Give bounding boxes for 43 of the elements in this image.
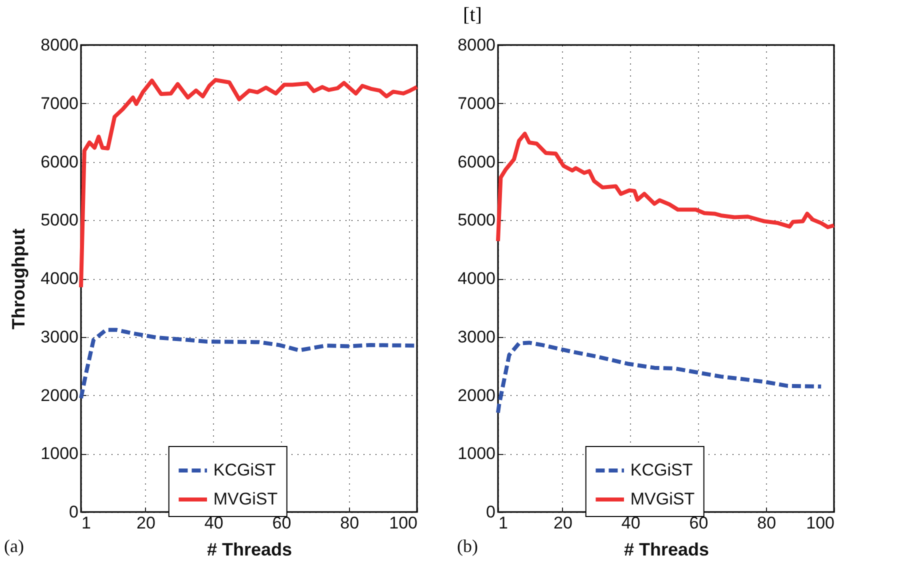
legend-label: KCGiST <box>630 460 693 480</box>
y-tick-label: 4000 <box>458 269 496 288</box>
y-tick-label: 0 <box>69 502 78 522</box>
line-series <box>496 340 824 415</box>
x-tick-label: 1 <box>82 514 91 532</box>
y-tick-label: 5000 <box>40 210 78 230</box>
x-tick-label: 40 <box>621 514 640 532</box>
y-tick-label: 6000 <box>458 152 496 172</box>
y-tick-label: 8000 <box>40 36 78 54</box>
text: (b) <box>457 536 478 557</box>
x-tick-label: 80 <box>340 514 360 532</box>
text: [t] <box>463 4 482 26</box>
y-tick-label: 3000 <box>458 327 496 346</box>
legend-label: MVGiST <box>630 490 695 508</box>
y-tick-label: 6000 <box>40 152 78 172</box>
line-series <box>79 78 419 290</box>
x-tick-label: 20 <box>554 514 572 532</box>
x-tick-label: 60 <box>272 514 292 532</box>
x-tick-label: 40 <box>204 514 224 532</box>
x-axis-title: # Threads <box>624 540 710 560</box>
y-tick-label: 3000 <box>40 327 78 346</box>
x-tick-label: 1 <box>498 514 508 532</box>
x-tick-label: 80 <box>757 514 776 532</box>
y-tick-label: 2000 <box>40 386 78 405</box>
y-tick-label: 2000 <box>458 386 496 405</box>
y-axis-title: Throughput <box>8 228 29 330</box>
y-tick-label: 1000 <box>458 444 496 464</box>
x-tick-label: 100 <box>389 514 418 532</box>
y-tick-label: 4000 <box>40 269 78 288</box>
legend-label: KCGiST <box>213 460 276 480</box>
x-tick-label: 20 <box>136 514 156 532</box>
x-axis-title: # Threads <box>206 540 292 560</box>
x-tick-label: 60 <box>689 514 708 532</box>
y-tick-label: 5000 <box>458 210 496 230</box>
x-tick-label: 100 <box>806 514 834 532</box>
legend-label: MVGiST <box>213 490 278 508</box>
text: (a) <box>4 536 24 557</box>
y-tick-label: 7000 <box>458 94 496 113</box>
y-tick-label: 0 <box>486 502 496 522</box>
y-tick-label: 8000 <box>458 36 496 54</box>
y-tick-label: 7000 <box>40 94 78 113</box>
y-tick-label: 1000 <box>40 444 78 464</box>
line-series <box>496 132 836 244</box>
